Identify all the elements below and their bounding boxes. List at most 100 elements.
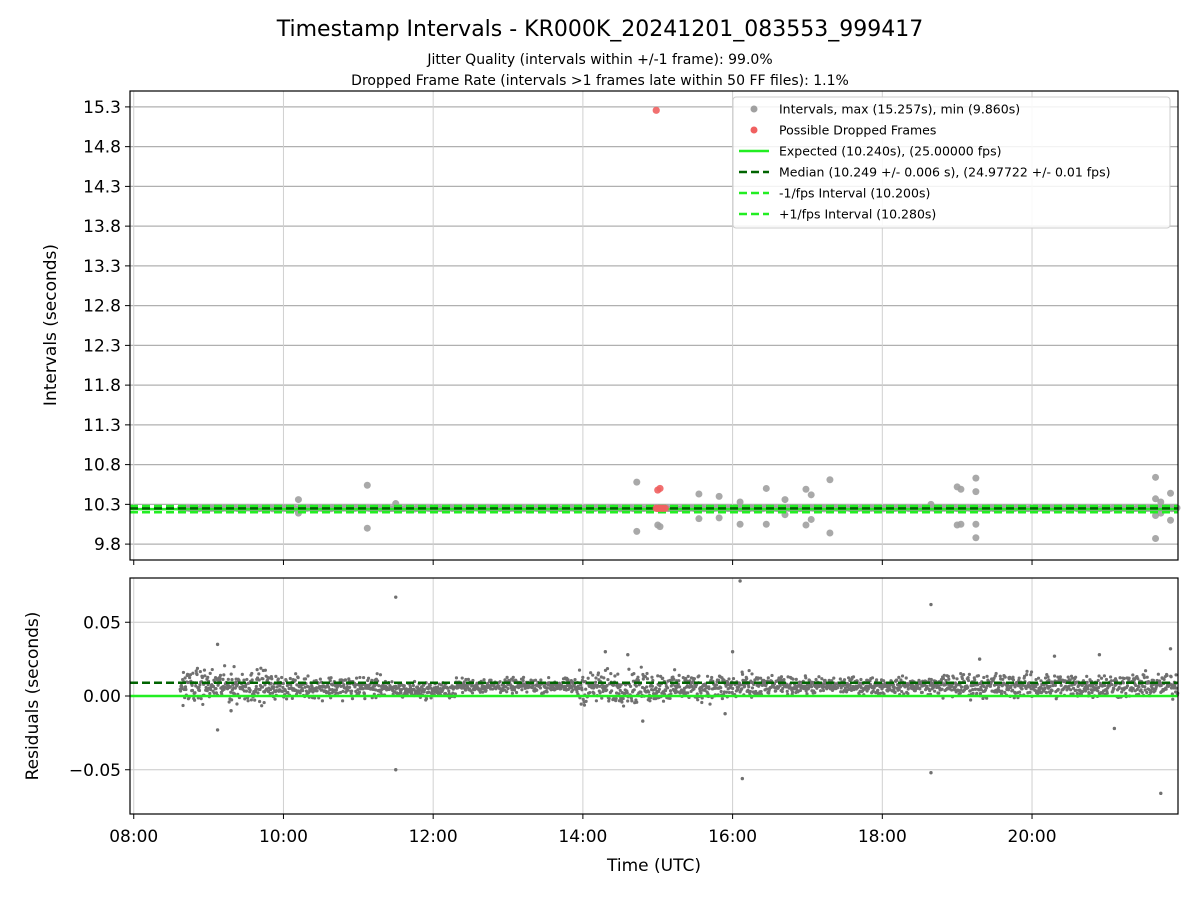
residual-point [203,674,207,678]
residual-point [505,675,509,679]
residual-point [349,691,353,696]
residual-point [623,691,627,695]
residual-point [785,689,789,693]
residual-point [747,685,751,689]
residual-point [1044,690,1048,695]
residual-point [1006,688,1011,692]
residual-point [1145,690,1149,695]
residual-point [786,675,790,679]
residual-point [498,680,502,684]
residual-point [506,686,510,691]
residual-point [682,689,686,693]
residual-point [770,673,774,678]
residual-point [258,699,262,704]
residual-point [871,689,875,693]
residual-point [191,671,195,675]
residual-point [950,688,954,692]
residual-point [745,677,749,681]
residual-point [514,690,519,695]
residual-point [410,690,414,694]
residual-point [538,686,543,690]
residual-point [710,675,714,680]
residual-point [245,677,249,682]
residual-point [303,685,307,689]
residual-point [1000,689,1004,693]
residual-point [260,685,265,689]
residual-point [731,676,736,681]
residual-point [197,688,202,693]
interval-outlier-point [363,524,371,532]
residual-point [900,689,904,694]
interval-outlier-point [762,484,770,492]
residual-point [748,689,752,694]
residual-point [658,684,662,688]
interval-outlier-point [802,485,810,493]
residual-point [199,697,203,701]
residual-point [596,671,601,675]
residual-point [1001,677,1005,681]
residual-point [1089,688,1093,692]
residual-point [886,689,890,693]
residual-point [677,685,682,689]
residual-point [607,696,611,701]
residual-point [731,686,735,691]
residual-point [780,689,784,694]
residual-point [470,691,475,695]
residual-outlier-point [394,595,398,599]
residual-point [641,677,645,681]
residual-point [960,676,964,681]
residuals-y-tick-label: −0.05 [69,761,121,781]
residual-point [968,689,972,693]
residual-point [790,690,795,694]
residual-outlier-point [977,657,982,661]
residual-point [998,674,1002,678]
residual-point [340,678,344,682]
residual-point [874,678,879,682]
residual-point [357,690,362,694]
residual-point [273,697,277,701]
residual-point [1029,670,1034,674]
residual-point [311,690,315,694]
residual-point [520,688,524,692]
residual-point [958,691,962,695]
residual-point [586,676,590,680]
residual-point [1122,676,1126,681]
residual-point [1071,686,1076,690]
intervals-y-tick-label: 10.3 [83,495,121,515]
interval-outlier-point [972,520,980,528]
residual-point [1139,688,1143,692]
residual-point [821,688,826,693]
residual-point [339,684,343,688]
residual-point [232,692,237,696]
residual-point [294,672,298,676]
residual-point [1135,687,1139,691]
residual-point [621,704,626,708]
residual-point [1039,679,1043,683]
residual-point [663,689,668,693]
x-tick-label: 10:00 [259,827,308,847]
residual-point [673,668,677,672]
residual-point [966,678,971,683]
residual-point [1174,673,1178,677]
residual-point [906,691,910,696]
residual-point [715,683,719,687]
residual-point [594,699,598,703]
residual-point [194,684,198,688]
residual-point [298,691,302,695]
residual-point [681,676,685,680]
chart-subtitle-jitter: Jitter Quality (intervals within +/-1 fr… [426,52,772,68]
residual-point [692,687,696,691]
residual-point [893,690,897,694]
residual-point [645,677,650,681]
residual-point [1071,692,1075,696]
residual-point [959,685,964,689]
residual-point [436,685,440,689]
residual-point [994,671,998,676]
residual-point [627,667,631,671]
residual-point [738,683,743,687]
residual-point [1143,669,1148,673]
residual-point [275,685,279,689]
residual-point [1003,675,1007,679]
interval-outlier-point [972,534,980,542]
legend-label-median: Median (10.249 +/- 0.006 s), (24.97722 +… [779,165,1110,180]
